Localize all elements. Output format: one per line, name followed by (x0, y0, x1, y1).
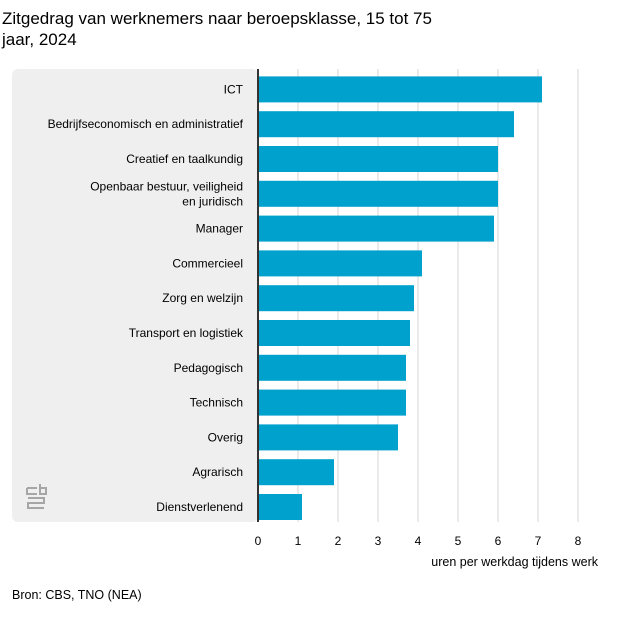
bar-7 (258, 320, 410, 346)
x-tick-5: 5 (455, 534, 462, 548)
category-panel (12, 69, 258, 522)
source-note: Bron: CBS, TNO (NEA) (12, 588, 142, 602)
category-label-5: Commercieel (172, 256, 243, 270)
x-tick-7: 7 (535, 534, 542, 548)
x-tick-0: 0 (255, 534, 262, 548)
category-label-8: Pedagogisch (174, 361, 243, 375)
x-tick-1: 1 (295, 534, 302, 548)
cbs-logo-icon (26, 484, 47, 509)
bar-10 (258, 424, 398, 451)
category-labels: ICT Bedrijfseconomisch en administratief C… (48, 82, 244, 514)
category-label-6: Zorg en welzijn (162, 291, 243, 305)
bar-8 (258, 354, 406, 381)
chart-title: Zitgedrag van werknemers naar beroepskla… (2, 9, 432, 49)
bar-9 (258, 389, 406, 416)
bar-2 (258, 146, 498, 172)
category-label-2: Creatief en taalkundig (126, 152, 243, 166)
bar-12 (258, 494, 302, 520)
category-label-4: Manager (196, 222, 243, 236)
x-tick-4: 4 (415, 534, 422, 548)
category-label-10: Overig (208, 430, 243, 444)
bar-1 (258, 111, 514, 138)
bars (258, 76, 542, 520)
x-tick-2: 2 (335, 534, 342, 548)
x-tick-3: 3 (375, 534, 382, 548)
category-label-12: Dienstverlenend (156, 500, 243, 514)
category-label-11: Agrarisch (192, 465, 243, 479)
x-tick-labels: 0 1 2 3 4 5 6 7 8 (255, 534, 582, 548)
bar-5 (258, 250, 422, 277)
bar-3 (258, 180, 498, 207)
x-tick-6: 6 (495, 534, 502, 548)
category-label-9: Technisch (190, 396, 243, 410)
bar-11 (258, 459, 334, 486)
bar-0 (258, 76, 542, 103)
bar-4 (258, 215, 494, 242)
x-tick-8: 8 (575, 534, 582, 548)
category-label-1: Bedrijfseconomisch en administratief (48, 117, 244, 131)
bar-6 (258, 285, 414, 312)
x-axis-title: uren per werkdag tijdens werk (431, 555, 598, 569)
category-label-7: Transport en logistiek (129, 326, 244, 340)
category-label-3: Openbaar bestuur, veiligheid en juridisch (90, 179, 243, 208)
category-label-0: ICT (224, 82, 244, 96)
